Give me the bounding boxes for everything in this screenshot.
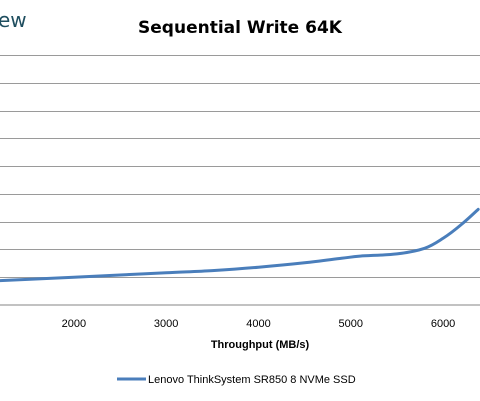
gridlines [0,55,480,278]
x-tick-labels: 2000 3000 4000 5000 6000 [62,318,456,330]
x-tick-label: 6000 [431,318,455,330]
chart-title: Sequential Write 64K [138,18,343,38]
legend: Lenovo ThinkSystem SR850 8 NVMe SSD [117,374,356,386]
x-tick-label: 2000 [62,318,86,330]
legend-label: Lenovo ThinkSystem SR850 8 NVMe SSD [148,374,356,386]
x-tick-label: 4000 [246,318,270,330]
series-line [0,207,480,283]
x-axis-label: Throughput (MB/s) [211,339,310,351]
x-tick-label: 5000 [339,318,363,330]
x-tick-label: 3000 [154,318,178,330]
logo-text: ew [0,8,27,32]
